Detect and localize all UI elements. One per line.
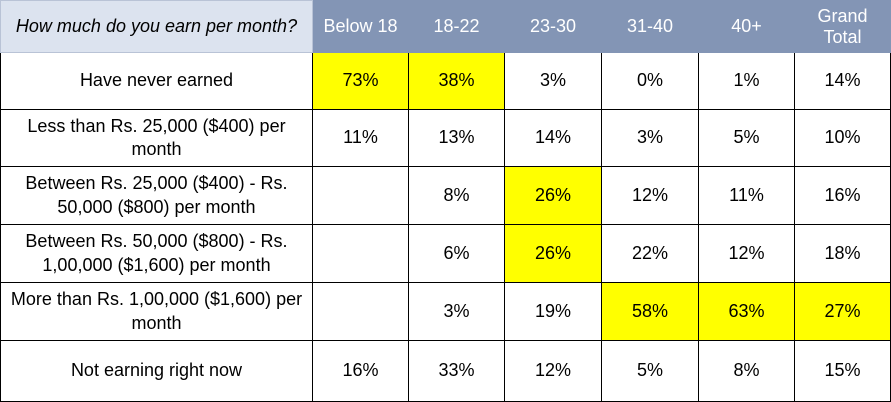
row-label: More than Rs. 1,00,000 ($1,600) per mont… bbox=[0, 282, 313, 341]
column-header-23-30: 23-30 bbox=[504, 0, 602, 53]
data-cell: 12% bbox=[601, 166, 699, 225]
data-cell: 18% bbox=[794, 224, 891, 283]
data-cell: 0% bbox=[601, 52, 699, 110]
data-cell: 11% bbox=[698, 166, 795, 225]
data-cell: 14% bbox=[794, 52, 891, 110]
data-cell bbox=[312, 282, 409, 341]
data-cell: 27% bbox=[794, 282, 891, 341]
data-cell: 8% bbox=[698, 340, 795, 402]
data-cell: 63% bbox=[698, 282, 795, 341]
row-label: Between Rs. 25,000 ($400) - Rs. 50,000 (… bbox=[0, 166, 313, 225]
data-cell bbox=[312, 166, 409, 225]
table-row: Less than Rs. 25,000 ($400) per month 11… bbox=[0, 109, 891, 167]
header-row: How much do you earn per month? Below 18… bbox=[0, 0, 891, 53]
row-label: Not earning right now bbox=[0, 340, 313, 402]
table-row: More than Rs. 1,00,000 ($1,600) per mont… bbox=[0, 282, 891, 341]
data-cell: 16% bbox=[794, 166, 891, 225]
data-cell: 8% bbox=[408, 166, 505, 225]
data-cell: 58% bbox=[601, 282, 699, 341]
column-header-40-plus: 40+ bbox=[698, 0, 795, 53]
row-label: Less than Rs. 25,000 ($400) per month bbox=[0, 109, 313, 167]
row-label: Have never earned bbox=[0, 52, 313, 110]
table-row: Between Rs. 50,000 ($800) - Rs. 1,00,000… bbox=[0, 224, 891, 283]
table-row: Not earning right now 16% 33% 12% 5% 8% … bbox=[0, 340, 891, 402]
data-cell: 38% bbox=[408, 52, 505, 110]
data-cell: 5% bbox=[601, 340, 699, 402]
data-cell: 22% bbox=[601, 224, 699, 283]
data-cell: 10% bbox=[794, 109, 891, 167]
data-cell: 26% bbox=[504, 166, 602, 225]
data-cell bbox=[312, 224, 409, 283]
corner-question-label: How much do you earn per month? bbox=[0, 0, 313, 53]
column-header-below-18: Below 18 bbox=[312, 0, 409, 53]
column-header-31-40: 31-40 bbox=[601, 0, 699, 53]
table-row: Have never earned 73% 38% 3% 0% 1% 14% bbox=[0, 52, 891, 110]
data-cell: 16% bbox=[312, 340, 409, 402]
data-cell: 19% bbox=[504, 282, 602, 341]
data-cell: 15% bbox=[794, 340, 891, 402]
data-cell: 33% bbox=[408, 340, 505, 402]
data-cell: 1% bbox=[698, 52, 795, 110]
data-cell: 3% bbox=[408, 282, 505, 341]
data-cell: 11% bbox=[312, 109, 409, 167]
column-header-18-22: 18-22 bbox=[408, 0, 505, 53]
data-cell: 5% bbox=[698, 109, 795, 167]
data-cell: 12% bbox=[698, 224, 795, 283]
data-cell: 3% bbox=[601, 109, 699, 167]
data-cell: 3% bbox=[504, 52, 602, 110]
data-cell: 26% bbox=[504, 224, 602, 283]
data-cell: 6% bbox=[408, 224, 505, 283]
table-row: Between Rs. 25,000 ($400) - Rs. 50,000 (… bbox=[0, 166, 891, 225]
data-cell: 14% bbox=[504, 109, 602, 167]
data-cell: 73% bbox=[312, 52, 409, 110]
data-cell: 13% bbox=[408, 109, 505, 167]
row-label: Between Rs. 50,000 ($800) - Rs. 1,00,000… bbox=[0, 224, 313, 283]
column-header-grand-total: Grand Total bbox=[794, 0, 891, 53]
data-cell: 12% bbox=[504, 340, 602, 402]
